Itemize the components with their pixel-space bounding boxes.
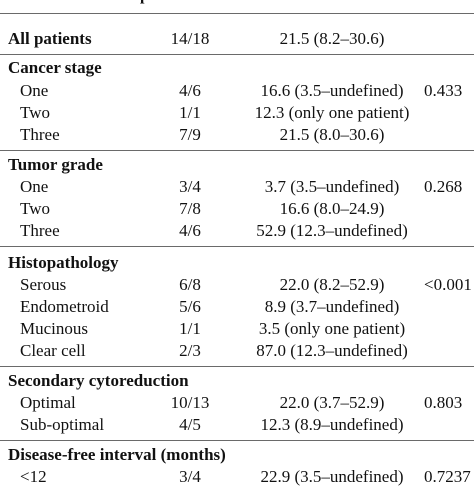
row-ratio: 14/18 <box>170 29 210 48</box>
row-label: <12 <box>20 467 47 486</box>
table-row: Optimal 10/13 22.0 (3.7–52.9) 0.803 <box>0 391 474 415</box>
table-row: Sub-optimal 4/5 12.3 (8.9–undefined) <box>0 413 474 437</box>
section-title-disease-free-interval: Disease-free interval (months) <box>0 443 474 467</box>
row-label: Two <box>20 199 50 218</box>
section-rule <box>0 54 474 55</box>
table-row: Three 4/6 52.9 (12.3–undefined) <box>0 219 474 243</box>
row-ratio: 2/3 <box>179 341 201 360</box>
row-ratio: 4/5 <box>179 415 201 434</box>
table-row: Two 7/8 16.6 (8.0–24.9) <box>0 197 474 221</box>
row-survival: 3.5 (only one patient) <box>258 319 406 338</box>
row-survival: 16.6 (3.5–undefined) <box>260 81 404 100</box>
p-value: <0.001 <box>424 275 472 294</box>
row-ratio: 5/6 <box>179 297 201 316</box>
section-rule <box>0 246 474 247</box>
row-survival: 12.3 (only one patient) <box>254 103 410 122</box>
row-ratio: 3/4 <box>179 177 201 196</box>
table-row: Serous 6/8 22.0 (8.2–52.9) <0.001 <box>0 273 474 297</box>
row-label: Sub-optimal <box>20 415 105 434</box>
row-survival: 52.9 (12.3–undefined) <box>256 221 408 240</box>
row-label: One <box>20 177 49 196</box>
row-ratio: 6/8 <box>179 275 201 294</box>
p-value: 0.803 <box>424 393 463 412</box>
table-row: One 4/6 16.6 (3.5–undefined) 0.433 <box>0 79 474 103</box>
column-header-fragment: patients <box>140 0 194 5</box>
row-ratio: 10/13 <box>170 393 210 412</box>
p-value: 0.268 <box>424 177 463 196</box>
section-title: Histopathology <box>8 253 119 272</box>
row-label: Two <box>20 103 50 122</box>
section-title: Secondary cytoreduction <box>8 371 189 390</box>
table-row: Two 1/1 12.3 (only one patient) <box>0 101 474 125</box>
section-title-tumor-grade: Tumor grade <box>0 153 474 177</box>
row-ratio: 4/6 <box>179 221 201 240</box>
row-ratio: 1/1 <box>179 103 201 122</box>
row-ratio: 7/9 <box>179 125 201 144</box>
row-survival: 22.0 (3.7–52.9) <box>279 393 385 412</box>
row-label: Clear cell <box>20 341 86 360</box>
row-survival: 22.9 (3.5–undefined) <box>260 467 404 486</box>
header-rule <box>0 13 474 14</box>
row-survival: 12.3 (8.9–undefined) <box>260 415 404 434</box>
row-ratio: 1/1 <box>179 319 201 338</box>
section-rule <box>0 440 474 441</box>
row-label: One <box>20 81 49 100</box>
section-title: Cancer stage <box>8 58 102 77</box>
section-title-cancer-stage: Cancer stage <box>0 56 474 80</box>
row-survival: 87.0 (12.3–undefined) <box>256 341 408 360</box>
row-survival: 8.9 (3.7–undefined) <box>264 297 400 316</box>
row-ratio: 7/8 <box>179 199 201 218</box>
section-title-histopathology: Histopathology <box>0 251 474 275</box>
row-ratio: 4/6 <box>179 81 201 100</box>
row-survival: 22.0 (8.2–52.9) <box>279 275 385 294</box>
row-survival: 3.7 (3.5–undefined) <box>264 177 400 196</box>
row-label: Optimal <box>20 393 76 412</box>
table-row-all-patients: All patients 14/18 21.5 (8.2–30.6) <box>0 27 474 51</box>
row-survival: 21.5 (8.2–30.6) <box>279 29 385 48</box>
row-label: Three <box>20 125 60 144</box>
row-label: All patients <box>8 29 92 48</box>
table-row: Mucinous 1/1 3.5 (only one patient) <box>0 317 474 341</box>
table-row: Three 7/9 21.5 (8.0–30.6) <box>0 123 474 147</box>
section-rule <box>0 150 474 151</box>
row-label: Mucinous <box>20 319 88 338</box>
row-ratio: 3/4 <box>179 467 201 486</box>
section-rule <box>0 366 474 367</box>
row-survival: 16.6 (8.0–24.9) <box>279 199 385 218</box>
table-row: Clear cell 2/3 87.0 (12.3–undefined) <box>0 339 474 363</box>
row-label: Serous <box>20 275 67 294</box>
row-label: Endometroid <box>20 297 109 316</box>
row-label: Three <box>20 221 60 240</box>
p-value: 0.433 <box>424 81 463 100</box>
row-survival: 21.5 (8.0–30.6) <box>279 125 385 144</box>
table-row: One 3/4 3.7 (3.5–undefined) 0.268 <box>0 175 474 199</box>
table-row: <12 3/4 22.9 (3.5–undefined) 0.7237 <box>0 465 474 489</box>
table-row: Endometroid 5/6 8.9 (3.7–undefined) <box>0 295 474 319</box>
section-title-secondary-cytoreduction: Secondary cytoreduction <box>0 369 474 393</box>
section-title: Disease-free interval (months) <box>8 445 226 464</box>
section-title: Tumor grade <box>8 155 103 174</box>
p-value: 0.7237 <box>424 467 471 486</box>
